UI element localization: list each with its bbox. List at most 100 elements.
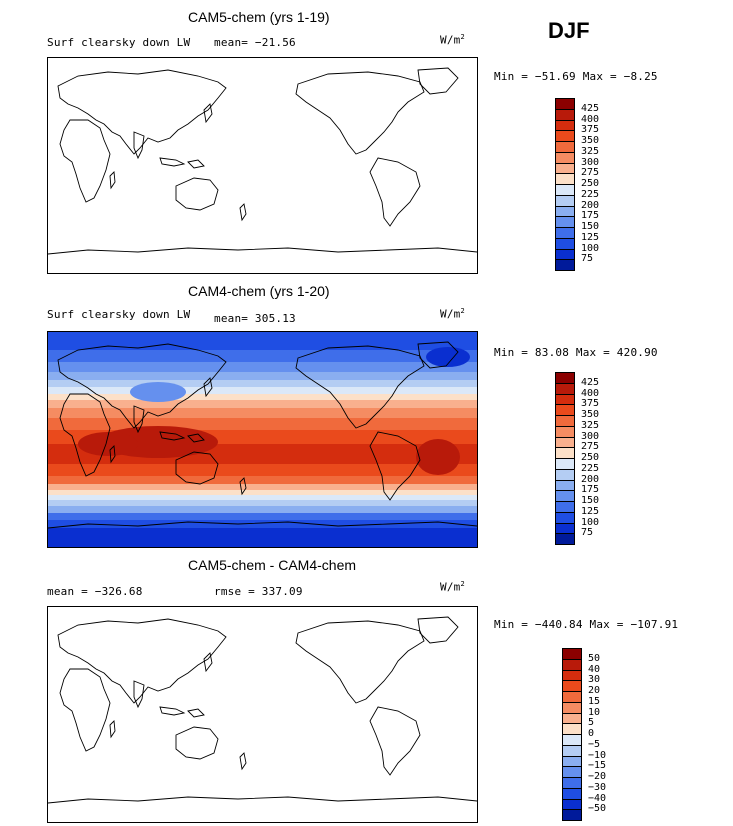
colorbar-tick-label: 40 <box>588 663 601 675</box>
colorbar-tick-label: 425 <box>581 102 600 114</box>
season-label: DJF <box>548 18 590 43</box>
india-outline <box>133 131 145 160</box>
colorbar-tick-label: 50 <box>588 652 601 664</box>
temperature-band <box>48 484 477 490</box>
colorbar-tick-label: 375 <box>581 398 600 410</box>
colorbar-tick-label: 125 <box>581 231 600 243</box>
australia-outline <box>175 726 219 760</box>
colorbar-tick-label: 275 <box>581 167 600 179</box>
colorbar-tick-label: 200 <box>581 473 600 485</box>
warm-pool <box>416 439 460 475</box>
japan-outline <box>203 652 213 673</box>
temperature-band <box>48 332 477 350</box>
colorbar-tick-label: 100 <box>581 242 600 254</box>
colorbar-tick-label: 375 <box>581 124 600 136</box>
north-america-outline <box>295 345 425 429</box>
temperature-band <box>48 380 477 387</box>
temperature-band <box>48 490 477 495</box>
panel3-title: CAM5-chem - CAM4-chem <box>188 557 357 573</box>
panel3-map <box>47 606 478 823</box>
panel2-units: W/m2 <box>440 307 465 321</box>
indonesia-outline <box>159 157 205 169</box>
colorbar-tick-label: 150 <box>581 495 600 506</box>
australia-outline <box>175 177 219 211</box>
antarctic-band <box>48 528 477 547</box>
indonesia-outline <box>159 431 205 443</box>
madagascar-outline <box>109 445 116 464</box>
colorbar-tick-label: 75 <box>581 527 594 539</box>
panel2-left-label: Surf clearsky down LW <box>47 308 191 321</box>
colorbar-tick-label: 275 <box>581 441 600 453</box>
antarctica-outline <box>48 247 477 255</box>
warm-pool <box>78 432 138 456</box>
panel3-units: W/m2 <box>440 580 465 594</box>
temperature-band <box>48 372 477 380</box>
colorbar-tick-label: −30 <box>588 781 607 793</box>
colorbar-tick-label: 175 <box>581 210 600 222</box>
colorbar-segment <box>562 809 582 821</box>
temperature-band <box>48 476 477 484</box>
panel1-minmax: Min = −51.69 Max = −8.25 <box>494 70 658 83</box>
colorbar-tick-label: 325 <box>581 145 600 157</box>
japan-outline <box>203 103 213 124</box>
temperature-band <box>48 513 477 520</box>
greenland-outline <box>417 67 459 95</box>
africa-outline <box>59 119 111 203</box>
madagascar-outline <box>109 171 116 190</box>
panel1-left-label: Surf clearsky down LW <box>47 36 191 49</box>
temperature-band <box>48 418 477 430</box>
colorbar-tick-label: 425 <box>581 376 600 388</box>
panel2-colorbar: 425 400 375 350 325 300 275 250 225 200 175 150 125 1… <box>555 372 615 545</box>
temperature-band <box>48 350 477 362</box>
cold-patch <box>426 347 470 367</box>
colorbar-tick-label: 30 <box>588 674 601 686</box>
colorbar-tick-label: 15 <box>588 695 601 707</box>
greenland-outline <box>417 616 459 644</box>
colorbar-tick-label: 325 <box>581 419 600 431</box>
panel3-stat-label: rmse = 337.09 <box>214 585 303 598</box>
south-america-outline <box>369 706 421 776</box>
temperature-band <box>48 500 477 506</box>
madagascar-outline <box>109 720 116 739</box>
colorbar-tick-label: 250 <box>581 452 600 463</box>
colorbar-tick-label: 10 <box>588 706 601 718</box>
antarctica-outline <box>48 796 477 804</box>
panel1-colorbar: 425 400 375 350 325 300 275 250 225 200 175 150 125 1… <box>555 98 615 271</box>
new-zealand-outline <box>239 477 247 496</box>
panel3-minmax: Min = −440.84 Max = −107.91 <box>494 618 679 631</box>
antarctica-outline <box>48 521 477 529</box>
panel1-stat-label: mean= −21.56 <box>214 36 296 49</box>
colorbar-tick-label: −40 <box>588 792 607 804</box>
colorbar-tick-label: 75 <box>581 253 594 265</box>
colorbar-segment <box>555 259 575 271</box>
south-america-outline <box>369 431 421 501</box>
south-america-outline <box>369 157 421 227</box>
colorbar-tick-label: 100 <box>581 516 600 528</box>
temperature-band <box>48 400 477 408</box>
panel1-title: CAM5-chem (yrs 1-19) <box>188 9 330 25</box>
colorbar-tick-label: 350 <box>581 409 600 420</box>
panel2-stat-label: mean= 305.13 <box>214 312 296 325</box>
colorbar-tick-label: −10 <box>588 749 607 761</box>
north-america-outline <box>295 71 425 155</box>
panel2-minmax: Min = 83.08 Max = 420.90 <box>494 346 658 359</box>
panel2-map <box>47 331 478 548</box>
colorbar-tick-label: 300 <box>581 156 600 168</box>
colorbar-tick-label: 300 <box>581 430 600 442</box>
colorbar-tick-label: −5 <box>588 738 601 750</box>
temperature-band <box>48 362 477 372</box>
colorbar-tick-label: 0 <box>588 728 595 739</box>
colorbar-tick-label: 125 <box>581 505 600 517</box>
colorbar-tick-label: 225 <box>581 188 600 200</box>
colorbar-tick-label: −20 <box>588 771 607 782</box>
panel1-map <box>47 57 478 274</box>
temperature-band <box>48 408 477 418</box>
colorbar-tick-label: 250 <box>581 178 600 189</box>
temperature-band <box>48 506 477 513</box>
eurasia-outline <box>57 618 227 704</box>
japan-outline <box>203 377 213 398</box>
colorbar-tick-label: 225 <box>581 462 600 474</box>
australia-outline <box>175 451 219 485</box>
colorbar-tick-label: 400 <box>581 113 600 125</box>
temperature-band <box>48 464 477 476</box>
